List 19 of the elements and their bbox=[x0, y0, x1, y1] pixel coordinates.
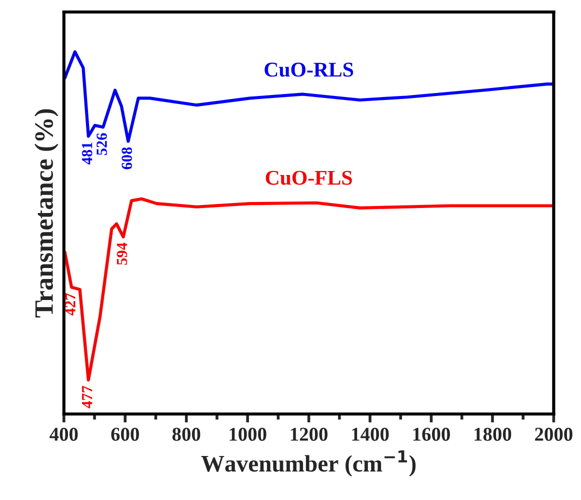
y-axis-title: Transmetance (%) bbox=[34, 109, 58, 318]
series-label: CuO-RLS bbox=[264, 62, 354, 77]
x-tick-label: 1600 bbox=[413, 428, 450, 441]
x-tick-label: 400 bbox=[50, 428, 78, 441]
x-tick-label: 1200 bbox=[290, 428, 328, 441]
x-tick-label: 2000 bbox=[535, 428, 572, 441]
series-label: CuO-FLS bbox=[266, 170, 352, 185]
annotation: 594 bbox=[116, 242, 128, 265]
annotation: 427 bbox=[65, 293, 76, 316]
x-axis-title: Wavenumber (cm$^{−1}$) bbox=[201, 450, 416, 476]
x-tick-label: 600 bbox=[111, 428, 139, 441]
annotation: 608 bbox=[122, 147, 132, 170]
annotation: 481 bbox=[82, 142, 92, 164]
x-tick-label: 1400 bbox=[352, 428, 389, 441]
x-tick-label: 1000 bbox=[230, 428, 266, 441]
x-tick-label: 1800 bbox=[474, 428, 512, 441]
annotation: 526 bbox=[96, 133, 107, 156]
x-tick-label: 800 bbox=[172, 428, 200, 441]
annotation: 477 bbox=[82, 386, 92, 408]
